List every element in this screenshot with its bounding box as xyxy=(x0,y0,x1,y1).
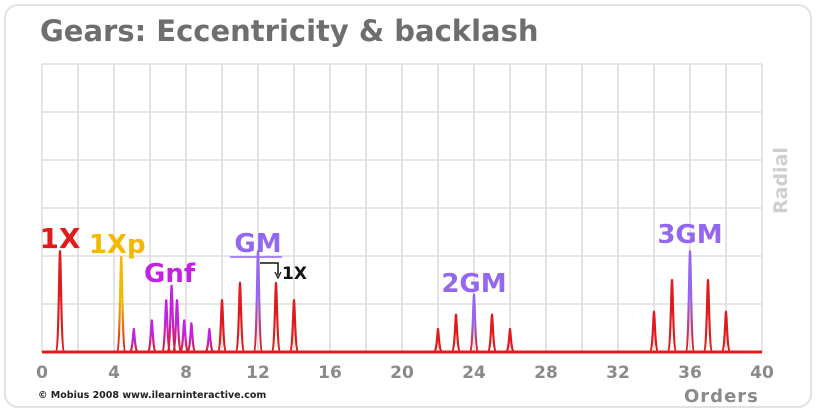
x-tick-label: 36 xyxy=(678,363,702,383)
gm-1x-bracket xyxy=(260,262,279,275)
x-axis-label: Orders xyxy=(684,386,759,407)
peak-13 xyxy=(270,281,282,354)
x-tick-label: 40 xyxy=(750,363,774,383)
x-tick-label: 8 xyxy=(180,363,192,383)
peak-20 xyxy=(648,310,660,354)
annotation-label-0: 1X xyxy=(39,222,80,255)
annotation-label-5: 2GM xyxy=(441,269,506,299)
peak-8 xyxy=(185,322,197,354)
gm-1x-arrow xyxy=(274,271,282,280)
peak-9 xyxy=(204,327,215,354)
x-tick-label: 12 xyxy=(246,363,270,383)
peak-6 xyxy=(171,299,183,354)
peak-19 xyxy=(504,327,516,354)
peak-23 xyxy=(702,278,714,354)
annotation-label-4: 1X xyxy=(282,264,307,284)
peak-24 xyxy=(720,310,732,354)
x-tick-label: 0 xyxy=(36,363,48,383)
x-tick-label: 20 xyxy=(390,363,414,383)
copyright-text: © Mobius 2008 www.ilearninteractive.com xyxy=(38,390,267,401)
peak-17 xyxy=(468,293,480,354)
x-tick-label: 16 xyxy=(318,363,342,383)
peak-10 xyxy=(216,299,228,354)
peak-1 xyxy=(115,255,127,354)
peak-15 xyxy=(432,327,444,354)
chart-title: Gears: Eccentricity & backlash xyxy=(40,14,539,48)
peak-12 xyxy=(252,250,264,354)
peak-3 xyxy=(146,319,158,354)
annotation-label-6: 3GM xyxy=(657,220,722,250)
x-tick-label: 28 xyxy=(534,363,558,383)
annotation-label-2: Gnf xyxy=(144,259,196,289)
annotation-label-1: 1Xp xyxy=(89,230,146,260)
peak-0 xyxy=(54,250,66,354)
peak-7 xyxy=(178,319,190,354)
peak-2 xyxy=(128,327,139,354)
peak-16 xyxy=(450,313,462,354)
peak-5 xyxy=(166,284,178,354)
x-tick-label: 32 xyxy=(606,363,630,383)
x-tick-label: 24 xyxy=(462,363,486,383)
annotation-label-3: GM xyxy=(234,229,281,259)
peak-22 xyxy=(684,250,696,354)
peak-11 xyxy=(234,281,246,354)
x-tick-label: 4 xyxy=(108,363,120,383)
y-axis-label: Radial xyxy=(770,147,792,214)
chart-frame xyxy=(4,4,812,408)
peak-18 xyxy=(486,313,498,354)
peak-14 xyxy=(288,299,300,354)
peak-21 xyxy=(666,278,678,354)
